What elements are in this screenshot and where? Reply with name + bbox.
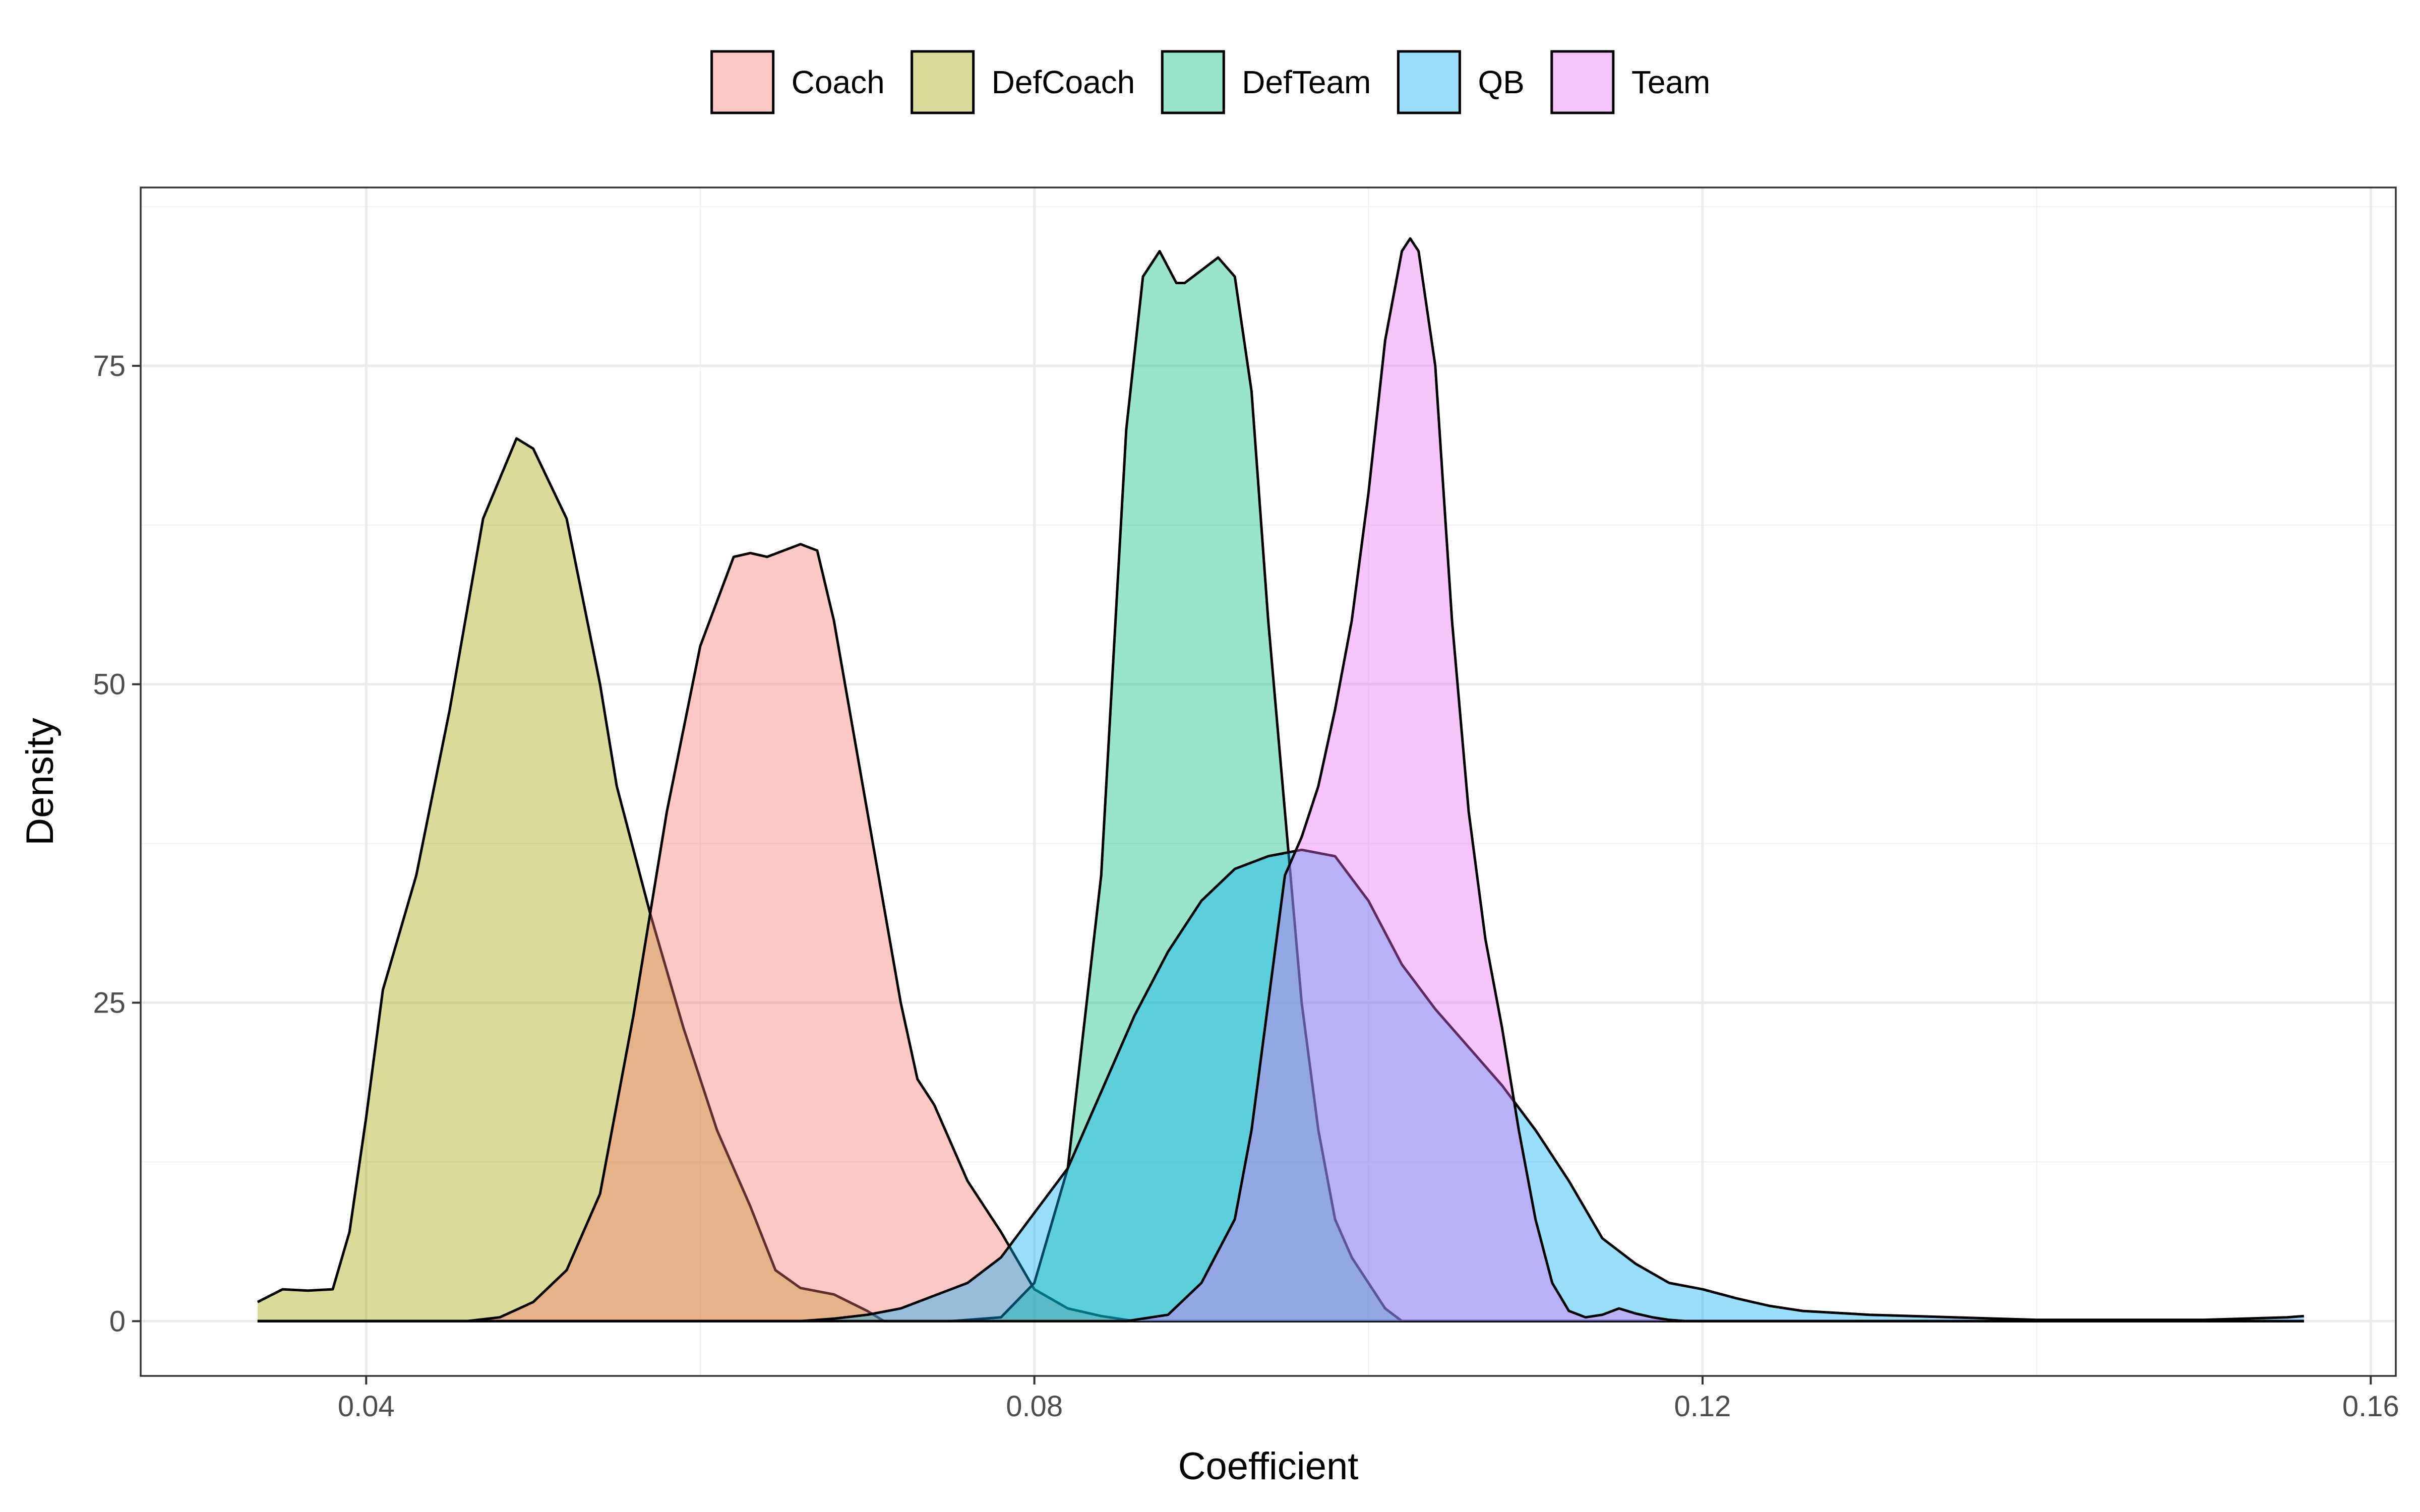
x-axis: 0.04 0.08 0.12 0.16 <box>338 1376 2399 1423</box>
x-tick-label: 0.08 <box>1006 1390 1063 1423</box>
legend-label-qb: QB <box>1478 64 1524 100</box>
y-tick-label: 50 <box>93 668 126 701</box>
legend-key-team <box>1550 50 1615 114</box>
legend-key-qb <box>1397 50 1461 114</box>
density-area-qb <box>257 850 2304 1321</box>
legend-label-defteam: DefTeam <box>1242 64 1371 100</box>
density-line-defcoach <box>257 437 2304 1322</box>
density-line-coach <box>257 543 2304 1322</box>
legend-key-coach <box>710 50 775 114</box>
y-tick-label: 25 <box>93 986 126 1019</box>
density-area-coach <box>257 544 2304 1321</box>
x-tick-label: 0.16 <box>2342 1390 2399 1423</box>
legend-key-bg-team <box>1549 49 1615 115</box>
legend-key-bg-defteam <box>1160 49 1226 115</box>
y-axis: 0 25 50 75 <box>93 350 141 1338</box>
x-tick-label: 0.04 <box>338 1390 395 1423</box>
plot-panel <box>141 187 2396 1376</box>
legend-key-bg-coach <box>709 49 775 115</box>
legend-key-bg-defcoach <box>910 49 976 115</box>
x-tick-label: 0.12 <box>1674 1390 1731 1423</box>
legend: Coach DefCoach DefTeam QB Team <box>709 49 1711 115</box>
y-tick-label: 75 <box>93 350 126 383</box>
y-axis-title: Density <box>19 718 62 845</box>
density-line-team <box>257 237 2304 1322</box>
x-axis-title: Coefficient <box>1178 1445 1359 1488</box>
legend-label-team: Team <box>1631 64 1711 100</box>
legend-label-defcoach: DefCoach <box>992 64 1135 100</box>
density-areas <box>257 237 2304 1322</box>
legend-key-defcoach <box>911 50 975 114</box>
panel-border <box>140 186 2397 1377</box>
legend-key-defteam <box>1161 50 1225 114</box>
density-area-defcoach <box>257 438 2304 1321</box>
legend-key-bg-qb <box>1396 49 1462 115</box>
legend-label-coach: Coach <box>792 64 885 100</box>
density-area-defteam <box>257 251 2304 1321</box>
density-line-qb <box>257 848 2304 1322</box>
density-area-team <box>257 238 2304 1321</box>
density-line-defteam <box>257 249 2304 1322</box>
y-tick-label: 0 <box>109 1305 126 1338</box>
